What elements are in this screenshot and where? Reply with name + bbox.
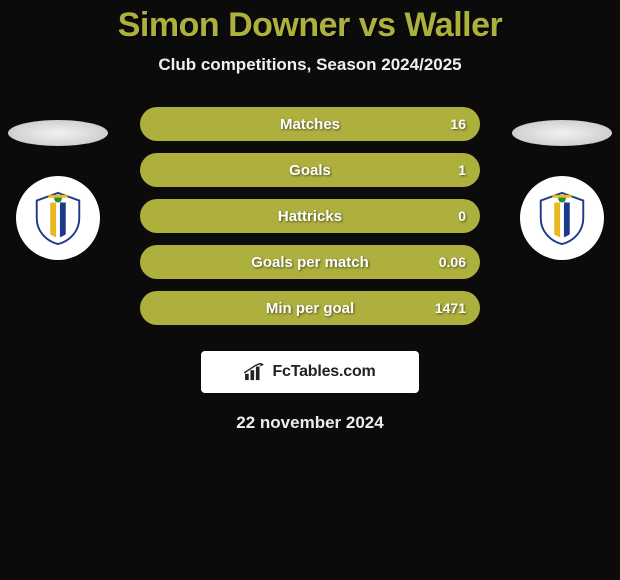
player-right-column [512,120,612,260]
stat-row: Goals 1 [140,153,480,187]
page-title: Simon Downer vs Waller [0,6,620,45]
shield-icon [533,189,591,247]
player-silhouette-left [8,120,108,146]
stat-row: Min per goal 1471 [140,291,480,325]
subtitle: Club competitions, Season 2024/2025 [0,55,620,75]
shield-icon [29,189,87,247]
stat-value-right: 1 [458,162,466,178]
stat-value-right: 0 [458,208,466,224]
bar-chart-icon [244,363,266,381]
brand-badge: FcTables.com [201,351,419,393]
stat-row: Hattricks 0 [140,199,480,233]
stat-label: Matches [280,116,340,133]
date-text: 22 november 2024 [0,413,620,433]
stat-value-right: 0.06 [439,254,466,270]
stat-value-right: 16 [450,116,466,132]
stat-label: Goals per match [251,254,369,271]
player-silhouette-right [512,120,612,146]
player-left-column [8,120,108,260]
brand-text: FcTables.com [272,363,375,381]
stat-label: Goals [289,162,331,179]
club-crest-right [520,176,604,260]
stat-value-right: 1471 [435,300,466,316]
stat-label: Min per goal [266,300,354,317]
stat-label: Hattricks [278,208,342,225]
stat-row: Matches 16 [140,107,480,141]
club-crest-left [16,176,100,260]
stat-row: Goals per match 0.06 [140,245,480,279]
